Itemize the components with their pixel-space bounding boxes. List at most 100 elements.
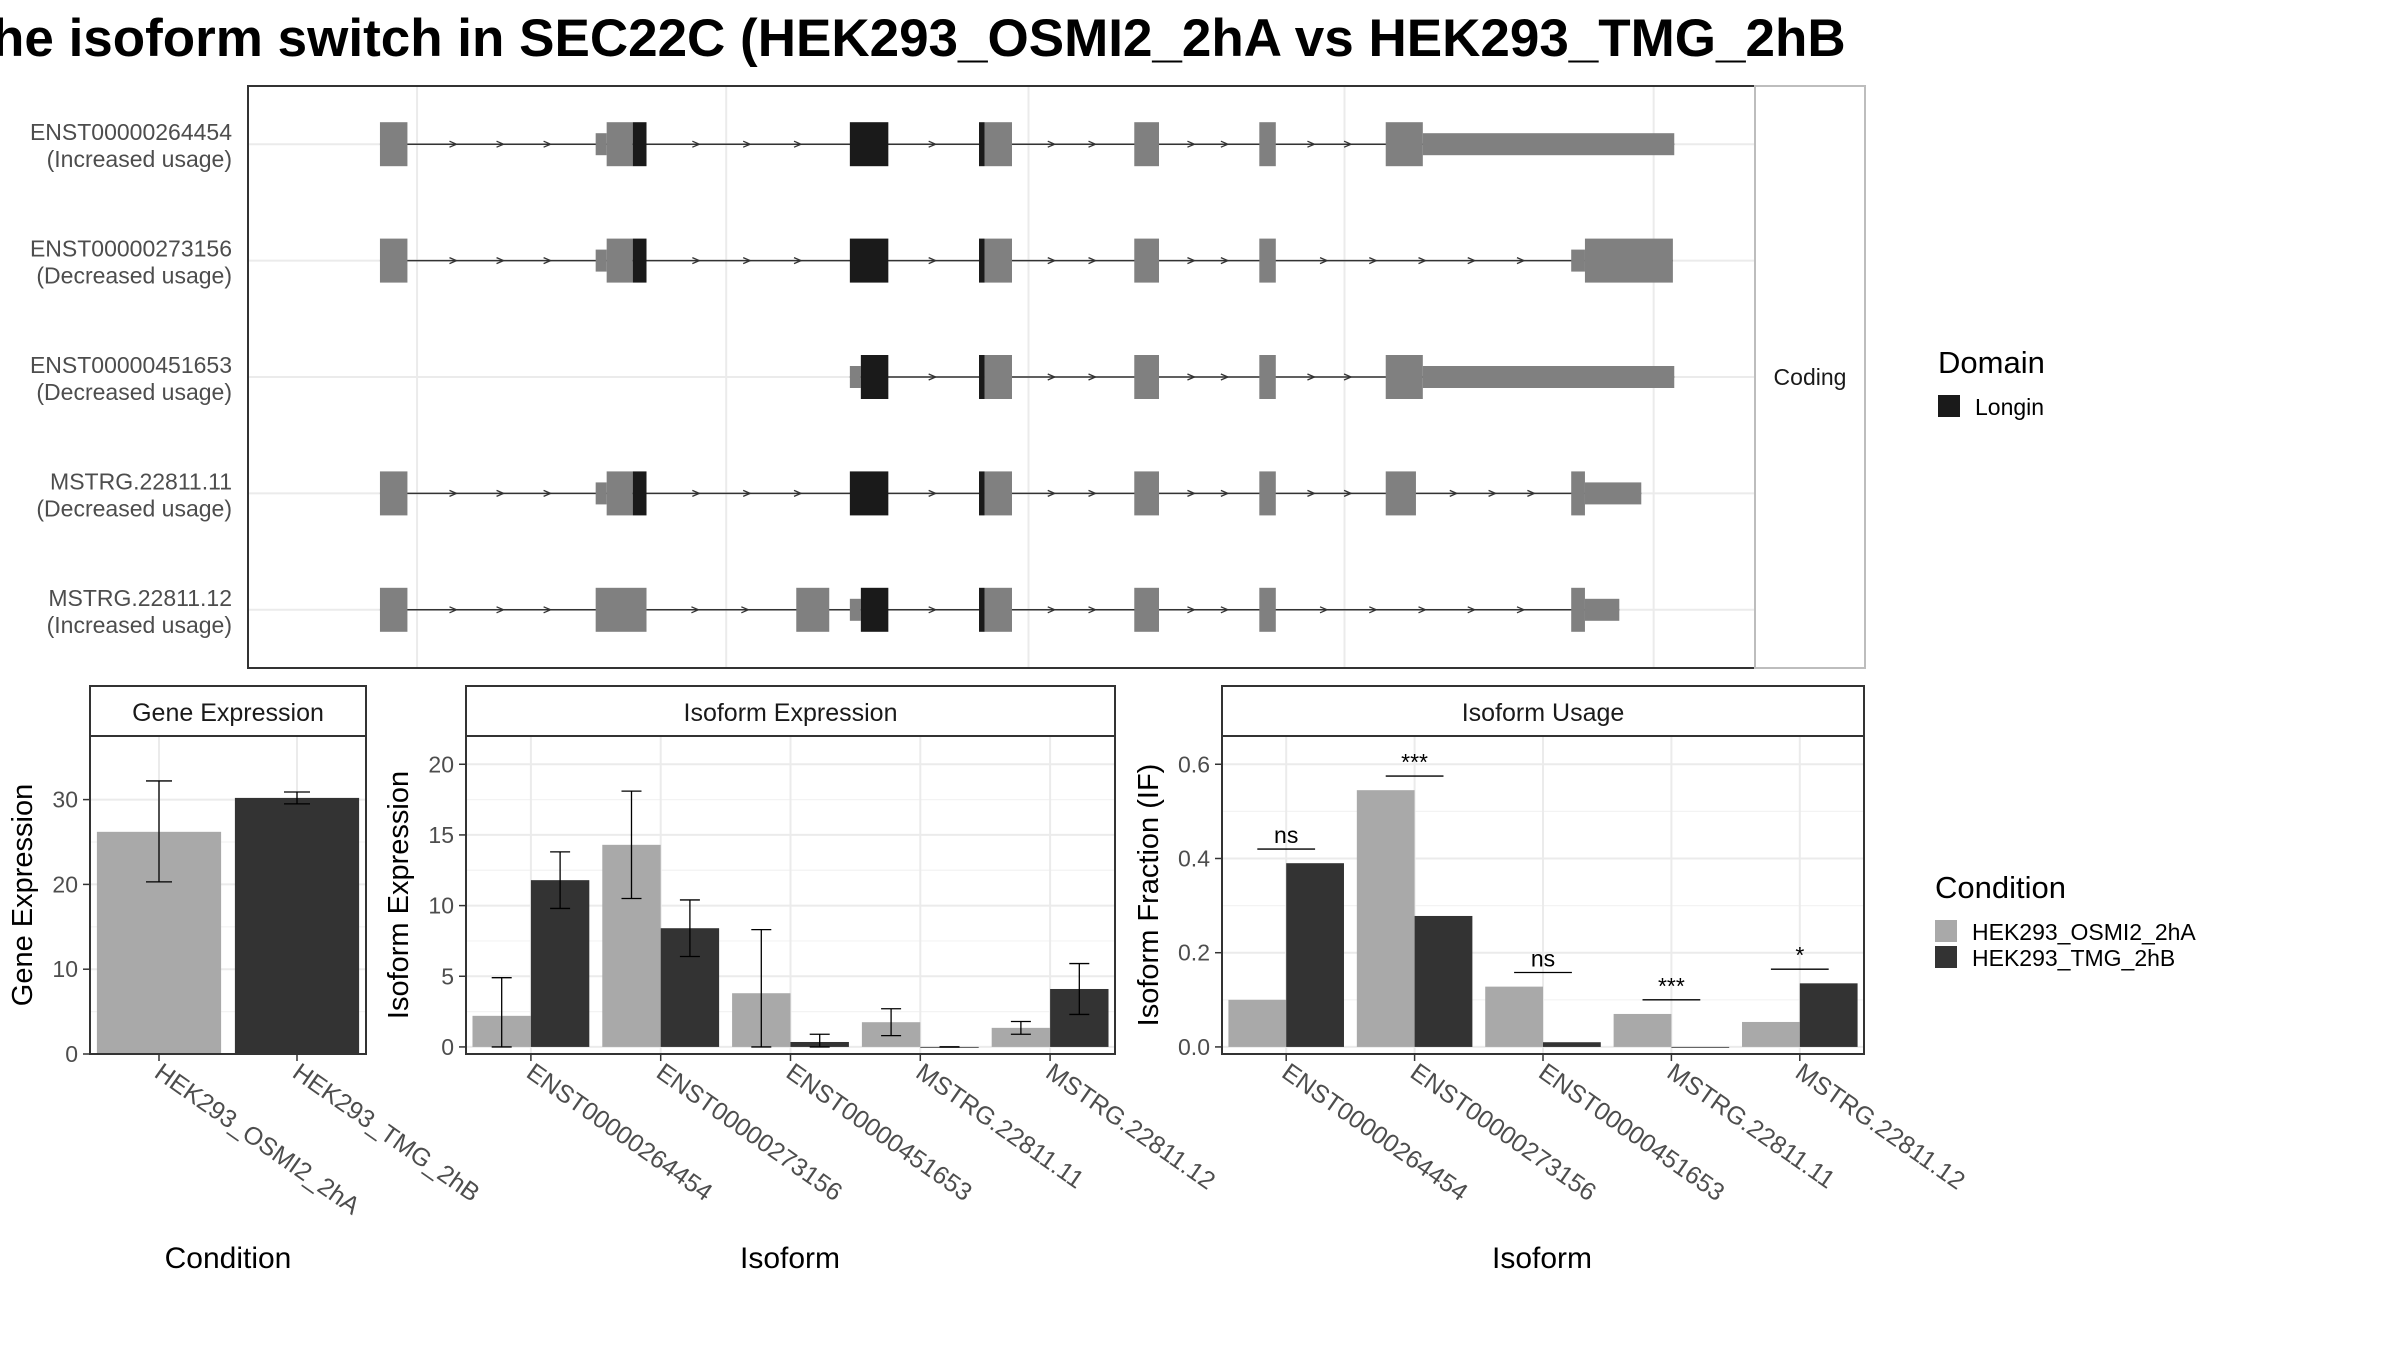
bar — [1671, 1046, 1730, 1048]
intron-direction-arrow — [496, 606, 506, 614]
exon-block — [796, 587, 830, 632]
exon-block — [984, 238, 1012, 283]
y-tick-label: 10 — [52, 956, 78, 982]
strip-title: Isoform Usage — [1462, 699, 1625, 727]
exon-block — [1259, 355, 1276, 399]
transcript-usage-label: (Increased usage) — [47, 612, 232, 638]
exon-block — [849, 366, 861, 388]
intron-direction-arrow — [1307, 373, 1317, 381]
intron-direction-arrow — [1488, 489, 1498, 497]
intron-direction-arrow — [1307, 489, 1317, 497]
exon-block — [1385, 355, 1423, 399]
intron-direction-arrow — [928, 489, 938, 497]
y-tick-label: 20 — [428, 751, 454, 777]
y-tick-label: 0.6 — [1178, 751, 1210, 777]
plot-border — [89, 735, 367, 1055]
domain-block — [979, 355, 985, 399]
intron-direction-arrow — [741, 606, 751, 614]
exon-block — [1571, 249, 1585, 272]
intron-direction-arrow — [1418, 257, 1428, 265]
intron-direction-arrow — [1369, 606, 1378, 614]
exon-block — [1134, 587, 1160, 632]
exon-block — [595, 249, 607, 272]
domain-block — [860, 587, 889, 632]
domain-legend-label: Longin — [1975, 394, 2044, 420]
y-tick-label: 0.2 — [1178, 940, 1210, 966]
intron-direction-arrow — [1418, 606, 1428, 614]
intron-direction-arrow — [793, 140, 803, 148]
exon-block — [1422, 366, 1675, 388]
y-tick-label: 30 — [52, 787, 78, 813]
intron-direction-arrow — [793, 489, 803, 497]
intron-direction-arrow — [543, 257, 553, 265]
intron-direction-arrow — [1319, 606, 1329, 614]
transcript-usage-label: (Decreased usage) — [36, 379, 232, 405]
intron-direction-arrow — [496, 257, 506, 265]
intron-direction-arrow — [496, 140, 506, 148]
y-tick-label: 0 — [65, 1041, 78, 1067]
condition-legend-title: Condition — [1935, 870, 2066, 905]
intron-direction-arrow — [449, 140, 459, 148]
bar — [1613, 1013, 1672, 1047]
y-tick-label: 5 — [441, 963, 454, 989]
exon-block — [595, 482, 607, 505]
transcript-id-label: MSTRG.22811.11 — [50, 468, 232, 494]
intron-direction-arrow — [449, 606, 459, 614]
y-axis-title: Gene Expression — [7, 784, 39, 1006]
y-tick-label: 0 — [441, 1034, 454, 1060]
exon-block — [595, 587, 647, 632]
intron-direction-arrow — [928, 373, 938, 381]
intron-direction-arrow — [1516, 606, 1526, 614]
isoform-usage-chart: Isoform Usagens***ns****0.00.20.40.6ENST… — [1133, 685, 1970, 1275]
intron-direction-arrow — [1088, 489, 1098, 497]
exon-block — [1584, 598, 1620, 621]
transcript-id-label: MSTRG.22811.12 — [48, 585, 232, 611]
intron-direction-arrow — [742, 257, 752, 265]
domain-block — [979, 471, 985, 516]
domain-block — [979, 238, 985, 283]
bar — [234, 797, 360, 1054]
domain-block — [849, 122, 889, 167]
bar — [1742, 1021, 1800, 1047]
figure-title: he isoform switch in SEC22C (HEK293_OSMI… — [0, 9, 1846, 68]
bar — [1543, 1042, 1601, 1047]
intron-direction-arrow — [742, 140, 752, 148]
domain-block — [632, 238, 647, 283]
exon-block — [1134, 238, 1160, 283]
y-tick-label: 15 — [428, 822, 454, 848]
exon-block — [1385, 471, 1416, 516]
significance-label: *** — [1401, 749, 1428, 775]
exon-block — [1584, 238, 1673, 283]
exon-block — [606, 122, 633, 167]
significance-label: ns — [1274, 822, 1298, 848]
intron-direction-arrow — [691, 606, 701, 614]
intron-direction-arrow — [1343, 373, 1353, 381]
exon-block — [1571, 471, 1585, 516]
intron-direction-arrow — [1220, 140, 1230, 148]
domain-block — [860, 355, 889, 399]
intron-direction-arrow — [543, 140, 553, 148]
intron-direction-arrow — [1187, 140, 1197, 148]
intron-direction-arrow — [1047, 257, 1057, 265]
transcript-id-label: ENST00000264454 — [30, 119, 232, 145]
exon-block — [984, 122, 1012, 167]
intron-direction-arrow — [1516, 257, 1526, 265]
coding-strip-label: Coding — [1774, 364, 1847, 390]
transcript-id-label: ENST00000273156 — [30, 236, 232, 262]
y-tick-label: 10 — [428, 893, 454, 919]
x-axis-title: Condition — [165, 1242, 292, 1275]
bar — [1485, 986, 1543, 1047]
exon-block — [379, 122, 408, 167]
intron-direction-arrow — [793, 257, 803, 265]
intron-direction-arrow — [928, 257, 938, 265]
intron-direction-arrow — [1187, 606, 1197, 614]
intron-direction-arrow — [449, 257, 459, 265]
exon-block — [1134, 471, 1160, 516]
exon-block — [984, 471, 1012, 516]
intron-direction-arrow — [449, 489, 459, 497]
intron-direction-arrow — [1343, 140, 1353, 148]
exon-block — [984, 587, 1012, 632]
transcript-id-label: ENST00000451653 — [30, 352, 232, 378]
